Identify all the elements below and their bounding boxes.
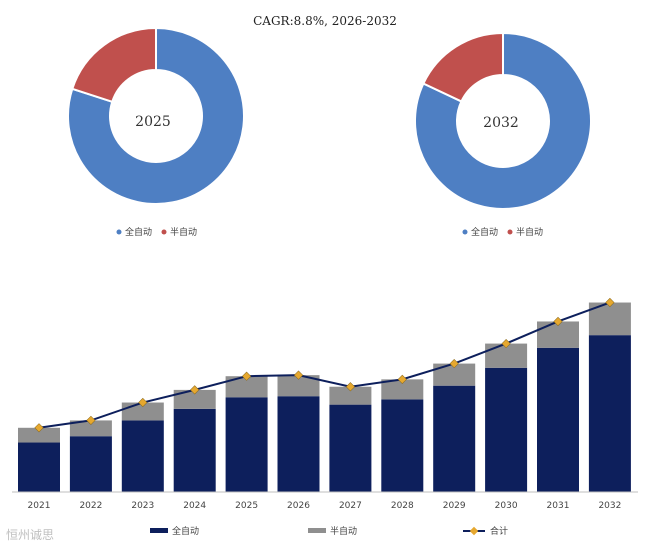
total-marker-2028 bbox=[397, 374, 407, 384]
x-tick-label-2021: 2021 bbox=[28, 501, 51, 511]
donut-legend-2025: 全自动 半自动 bbox=[116, 226, 197, 238]
donut-slice-semi-auto bbox=[71, 26, 157, 104]
total-marker-2029 bbox=[449, 358, 459, 369]
total-marker-2023 bbox=[138, 397, 148, 408]
bar-semi-auto-2026 bbox=[277, 375, 320, 397]
legend-full-auto-label: 全自动 bbox=[471, 226, 498, 238]
bar-full-auto-2029 bbox=[433, 385, 476, 492]
bar-full-auto-2030 bbox=[485, 367, 528, 492]
legend-semi-auto-label: 半自动 bbox=[516, 226, 543, 238]
legend-semi-auto-marker bbox=[507, 229, 513, 235]
chart-title: CAGR:8.8%, 2026-2032 bbox=[253, 14, 397, 28]
bar-full-auto-2027 bbox=[329, 404, 372, 492]
x-tick-label-2026: 2026 bbox=[287, 501, 310, 511]
total-marker-2024 bbox=[190, 385, 200, 395]
legend-total-label: 合计 bbox=[490, 525, 508, 537]
bar-semi-auto-2021 bbox=[18, 427, 60, 443]
donut-slice-semi-auto bbox=[422, 31, 504, 103]
total-marker-2026 bbox=[293, 370, 304, 380]
bar-full-auto-2028 bbox=[381, 399, 424, 492]
stacked-bar-chart: 2021 2022 2023 2024 2025 2026 2027 2028 2029 2030… bbox=[12, 297, 638, 511]
legend-full-auto-marker bbox=[116, 229, 122, 235]
donut-slice-full-auto bbox=[67, 26, 245, 205]
bar-semi-auto-2029 bbox=[433, 363, 476, 386]
x-tick-label-2032: 2032 bbox=[598, 501, 621, 511]
legend-semi-auto-label: 半自动 bbox=[170, 226, 197, 238]
legend-total-marker bbox=[469, 526, 479, 536]
legend-full-auto-marker bbox=[462, 229, 468, 235]
bar-series bbox=[18, 302, 631, 492]
bar-semi-auto-2024 bbox=[173, 389, 216, 409]
total-marker-2021 bbox=[34, 423, 44, 433]
bar-semi-auto-2025 bbox=[225, 376, 268, 398]
bar-semi-auto-2028 bbox=[381, 379, 424, 400]
bar-full-auto-2025 bbox=[225, 397, 268, 492]
bar-chart-legend: 全自动 半自动 合计 bbox=[150, 525, 508, 537]
bar-semi-auto-2027 bbox=[329, 386, 372, 405]
legend-semi-auto-label: 半自动 bbox=[330, 525, 357, 537]
x-tick-label-2028: 2028 bbox=[391, 501, 414, 511]
bar-full-auto-2026 bbox=[277, 396, 320, 492]
bar-full-auto-2023 bbox=[121, 420, 164, 492]
watermark: 恒州诚思 bbox=[6, 528, 55, 542]
total-marker-2032 bbox=[605, 297, 615, 308]
total-marker-2027 bbox=[345, 382, 355, 392]
donut-slice-full-auto bbox=[414, 31, 592, 210]
donut-chart-2025 bbox=[67, 26, 245, 205]
total-markers bbox=[34, 297, 615, 433]
bar-full-auto-2024 bbox=[173, 408, 216, 492]
bar-full-auto-2021 bbox=[18, 442, 60, 492]
x-tick-label-2024: 2024 bbox=[183, 501, 206, 511]
x-tick-label-2027: 2027 bbox=[339, 501, 362, 511]
legend-full-auto-label: 全自动 bbox=[172, 525, 199, 537]
x-tick-label-2030: 2030 bbox=[495, 501, 518, 511]
bar-full-auto-2032 bbox=[588, 335, 631, 492]
donut-legend-2032: 全自动 半自动 bbox=[462, 226, 543, 238]
bar-full-auto-2031 bbox=[537, 347, 579, 492]
bar-full-auto-2022 bbox=[69, 436, 112, 492]
x-tick-label-2022: 2022 bbox=[79, 501, 102, 511]
x-tick-label-2029: 2029 bbox=[443, 501, 466, 511]
legend-full-auto-label: 全自动 bbox=[125, 226, 152, 238]
x-tick-label-2023: 2023 bbox=[131, 501, 154, 511]
x-tick-label-2031: 2031 bbox=[547, 501, 570, 511]
x-axis-tick-labels: 2021 2022 2023 2024 2025 2026 2027 2028 2029 2030… bbox=[28, 501, 622, 511]
legend-full-auto-swatch bbox=[150, 528, 168, 533]
total-marker-2025 bbox=[242, 371, 252, 381]
total-marker-2030 bbox=[501, 338, 511, 349]
x-tick-label-2025: 2025 bbox=[235, 501, 258, 511]
total-line bbox=[38, 301, 611, 429]
donut-center-label-2025: 2025 bbox=[135, 114, 171, 130]
total-marker-2031 bbox=[553, 316, 563, 327]
total-marker-2022 bbox=[86, 415, 96, 426]
legend-semi-auto-swatch bbox=[308, 528, 326, 533]
legend-semi-auto-marker bbox=[161, 229, 167, 235]
donut-chart-2032 bbox=[414, 31, 592, 210]
donut-center-label-2032: 2032 bbox=[483, 115, 519, 131]
bar-semi-auto-2022 bbox=[69, 420, 112, 437]
